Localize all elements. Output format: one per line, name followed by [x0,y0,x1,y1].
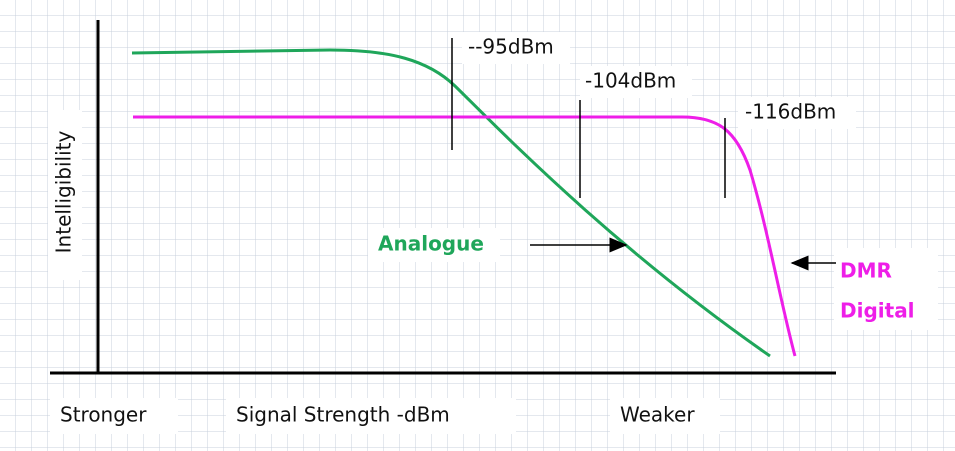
label-bg [738,97,856,129]
x-axis-label: Weaker [620,403,695,427]
analogue-label: Analogue [378,232,484,256]
label-bg [48,110,82,280]
marker-label: -116dBm [745,100,836,124]
y-axis-label: Intelligibility [52,130,76,253]
label-bg [50,398,178,434]
label-bg [462,32,570,64]
label-bg [580,66,692,98]
digital-label: Digital [840,299,915,323]
analogue-curve [131,48,771,358]
label-bg [226,398,516,434]
x-axis-label: Signal Strength -dBm [236,403,450,427]
x-axis-label: Stronger [60,403,147,427]
label-bg [610,398,720,434]
label-bg [368,228,500,262]
digital-label: DMR [840,259,892,283]
marker-label: -104dBm [585,69,676,93]
digital-curve [133,115,797,357]
label-bg [834,248,938,330]
marker-label: --95dBm [468,35,554,59]
